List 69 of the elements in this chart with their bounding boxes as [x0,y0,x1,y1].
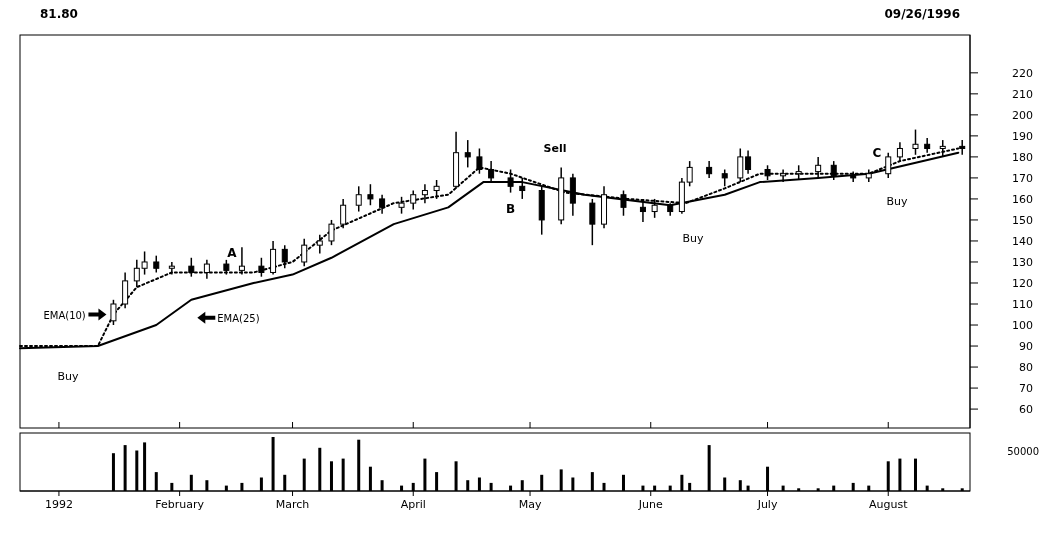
candlestick [328,219,335,246]
candlestick [410,189,417,211]
annotation: C [872,146,882,160]
candlestick [110,299,117,326]
candlestick [488,160,495,183]
candlestick [281,244,288,270]
annotation: Buy [886,195,908,208]
y-tick-label: 70 [1019,382,1033,396]
candlestick [316,233,323,255]
y-tick-label: 140 [1012,234,1033,248]
x-tick-label: 1992 [44,498,73,511]
candlestick [188,257,195,278]
x-tick-label: July [756,498,778,511]
annotation: Sell [543,142,567,155]
text: 81.80 [40,7,78,21]
candlestick [507,168,514,194]
candlestick [367,183,374,206]
candlestick [780,168,787,183]
x-tick-label: August [868,498,909,511]
y-tick-label: 210 [1012,87,1033,101]
candlestick [519,177,526,200]
candlestick [589,198,596,246]
x-tick-label: February [155,498,205,511]
annotation: Buy [57,370,79,383]
candlestick [301,238,308,267]
annotation: A [227,246,238,260]
candlestick [651,198,658,219]
y-tick-label: 110 [1012,298,1033,312]
candlestick [745,149,752,175]
candlestick [686,160,693,188]
y-tick-label: 130 [1012,255,1033,269]
candlestick [379,193,386,215]
candlestick [203,259,210,280]
candlestick [830,160,837,181]
y-tick-label: 200 [1012,108,1033,122]
candlestick [912,128,919,156]
y-tick-label: 180 [1012,150,1033,164]
x-tick-label: May [518,498,542,511]
candlestick [433,179,440,200]
text: 50000 [1007,446,1039,457]
y-tick-label: 170 [1012,171,1033,185]
y-tick-label: 160 [1012,192,1033,206]
legend-label: EMA(25) [217,312,260,324]
y-tick-label: 220 [1012,66,1033,80]
y-tick-label: 190 [1012,129,1033,143]
y-tick-label: 100 [1012,319,1033,333]
candlestick [270,240,277,276]
candlestick [238,246,245,276]
candlestick [122,271,129,309]
candlestick [421,183,428,204]
annotation: B [506,201,516,216]
candlestick [464,139,471,169]
text: 09/26/1996 [884,7,960,21]
y-tick-label: 120 [1012,276,1033,290]
candlestick [815,156,822,179]
x-tick-label: March [275,498,310,511]
y-tick-label: 60 [1019,403,1033,417]
x-tick-label: April [400,498,426,511]
y-tick-label: 80 [1019,361,1033,375]
candlestick [168,261,175,276]
candlestick [355,185,362,213]
candlestick [620,189,627,217]
y-tick-label: 150 [1012,213,1033,227]
annotation: Buy [682,232,704,245]
candlestick [340,198,347,230]
text: EMA(10) [43,309,86,321]
y-tick-label: 90 [1019,340,1033,354]
candlestick [258,257,265,278]
x-tick-label: June [637,498,663,511]
